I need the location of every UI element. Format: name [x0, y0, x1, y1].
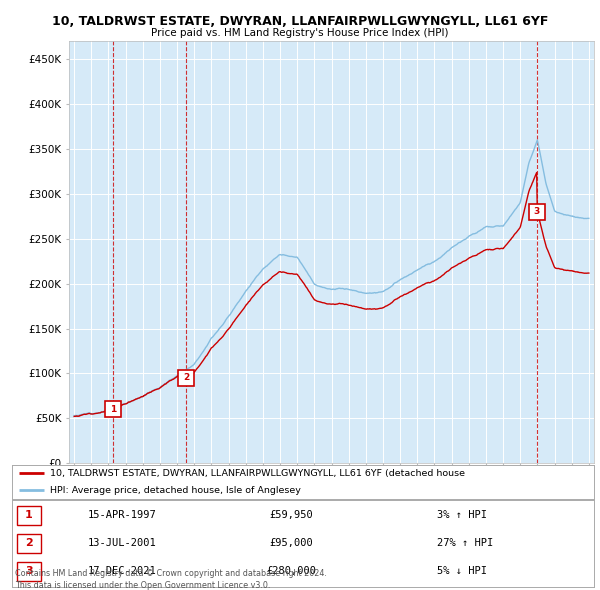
- Text: 3% ↑ HPI: 3% ↑ HPI: [437, 510, 487, 520]
- Text: Price paid vs. HM Land Registry's House Price Index (HPI): Price paid vs. HM Land Registry's House …: [151, 28, 449, 38]
- Text: 27% ↑ HPI: 27% ↑ HPI: [437, 539, 493, 548]
- Text: 1: 1: [25, 510, 33, 520]
- Text: 15-APR-1997: 15-APR-1997: [88, 510, 157, 520]
- Text: 17-DEC-2021: 17-DEC-2021: [88, 566, 157, 576]
- Bar: [17, 506, 41, 525]
- Text: 13-JUL-2001: 13-JUL-2001: [88, 539, 157, 548]
- Text: Contains HM Land Registry data © Crown copyright and database right 2024.
This d: Contains HM Land Registry data © Crown c…: [15, 569, 327, 590]
- Text: HPI: Average price, detached house, Isle of Anglesey: HPI: Average price, detached house, Isle…: [50, 486, 301, 494]
- Text: 10, TALDRWST ESTATE, DWYRAN, LLANFAIRPWLLGWYNGYLL, LL61 6YF (detached house: 10, TALDRWST ESTATE, DWYRAN, LLANFAIRPWL…: [50, 469, 465, 478]
- Text: £280,000: £280,000: [266, 566, 316, 576]
- Text: 5% ↓ HPI: 5% ↓ HPI: [437, 566, 487, 576]
- Text: 2: 2: [25, 539, 33, 548]
- Text: 3: 3: [533, 207, 540, 217]
- Text: 3: 3: [25, 566, 32, 576]
- Text: 10, TALDRWST ESTATE, DWYRAN, LLANFAIRPWLLGWYNGYLL, LL61 6YF: 10, TALDRWST ESTATE, DWYRAN, LLANFAIRPWL…: [52, 15, 548, 28]
- Text: 1: 1: [110, 405, 116, 414]
- Text: 2: 2: [183, 373, 190, 382]
- Bar: [17, 562, 41, 581]
- Text: £59,950: £59,950: [269, 510, 313, 520]
- Bar: [17, 534, 41, 553]
- Text: £95,000: £95,000: [269, 539, 313, 548]
